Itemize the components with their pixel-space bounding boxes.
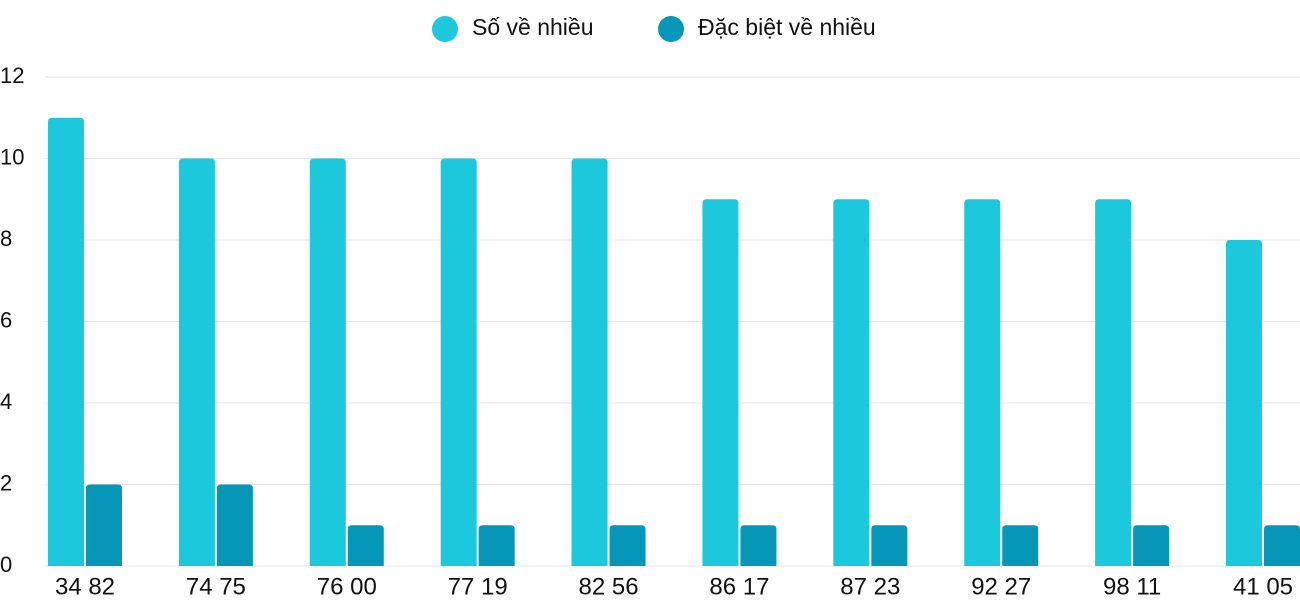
y-tick-label: 8 bbox=[0, 226, 12, 251]
y-tick-label: 2 bbox=[0, 470, 12, 495]
y-tick-label: 12 bbox=[0, 63, 24, 88]
bar bbox=[964, 199, 1001, 566]
bar bbox=[1226, 240, 1262, 566]
x-tick-label: 34 82 bbox=[55, 573, 115, 600]
x-tick-label: 76 00 bbox=[317, 573, 377, 600]
y-tick-label: 6 bbox=[0, 307, 12, 332]
x-tick-label: 92 27 bbox=[971, 573, 1031, 600]
bar bbox=[833, 199, 870, 566]
bar bbox=[609, 525, 646, 566]
y-tick-label: 4 bbox=[0, 389, 12, 414]
bar bbox=[347, 525, 384, 566]
bar bbox=[1095, 199, 1132, 566]
bar bbox=[216, 484, 253, 566]
x-tick-label: 98 11 bbox=[1103, 573, 1161, 600]
bar bbox=[702, 199, 739, 566]
legend-swatch bbox=[432, 16, 458, 42]
x-tick-label: 41 05 bbox=[1233, 573, 1293, 600]
legend-label: Đặc biệt về nhiều bbox=[698, 14, 876, 40]
bar bbox=[48, 117, 84, 566]
bar bbox=[1264, 525, 1300, 566]
bar bbox=[309, 158, 346, 566]
bar bbox=[86, 484, 122, 566]
bar bbox=[571, 158, 608, 566]
x-tick-label: 77 19 bbox=[448, 573, 508, 600]
bar bbox=[178, 158, 215, 566]
bar bbox=[440, 158, 477, 566]
bar bbox=[1002, 525, 1039, 566]
x-tick-label: 87 23 bbox=[840, 573, 900, 600]
x-tick-label: 82 56 bbox=[579, 573, 639, 600]
x-tick-label: 86 17 bbox=[709, 573, 769, 600]
x-tick-label: 74 75 bbox=[186, 573, 246, 600]
legend-swatch bbox=[658, 16, 684, 42]
legend-label: Số về nhiều bbox=[472, 14, 593, 40]
bar bbox=[871, 525, 908, 566]
bar bbox=[1133, 525, 1170, 566]
y-tick-label: 0 bbox=[0, 552, 12, 577]
y-tick-label: 10 bbox=[0, 144, 24, 169]
bar bbox=[478, 525, 515, 566]
bar bbox=[740, 525, 777, 566]
